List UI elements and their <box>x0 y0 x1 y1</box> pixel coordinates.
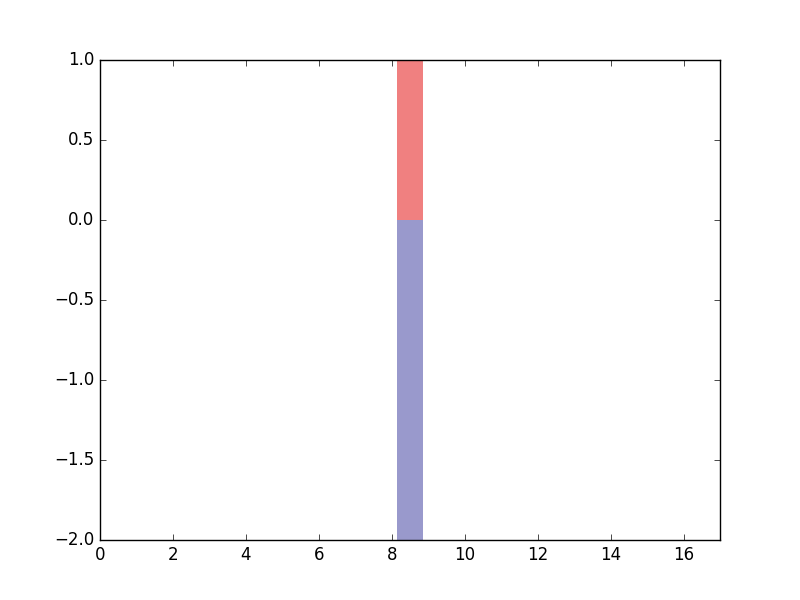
Bar <box>398 220 422 540</box>
Bar <box>398 60 422 220</box>
